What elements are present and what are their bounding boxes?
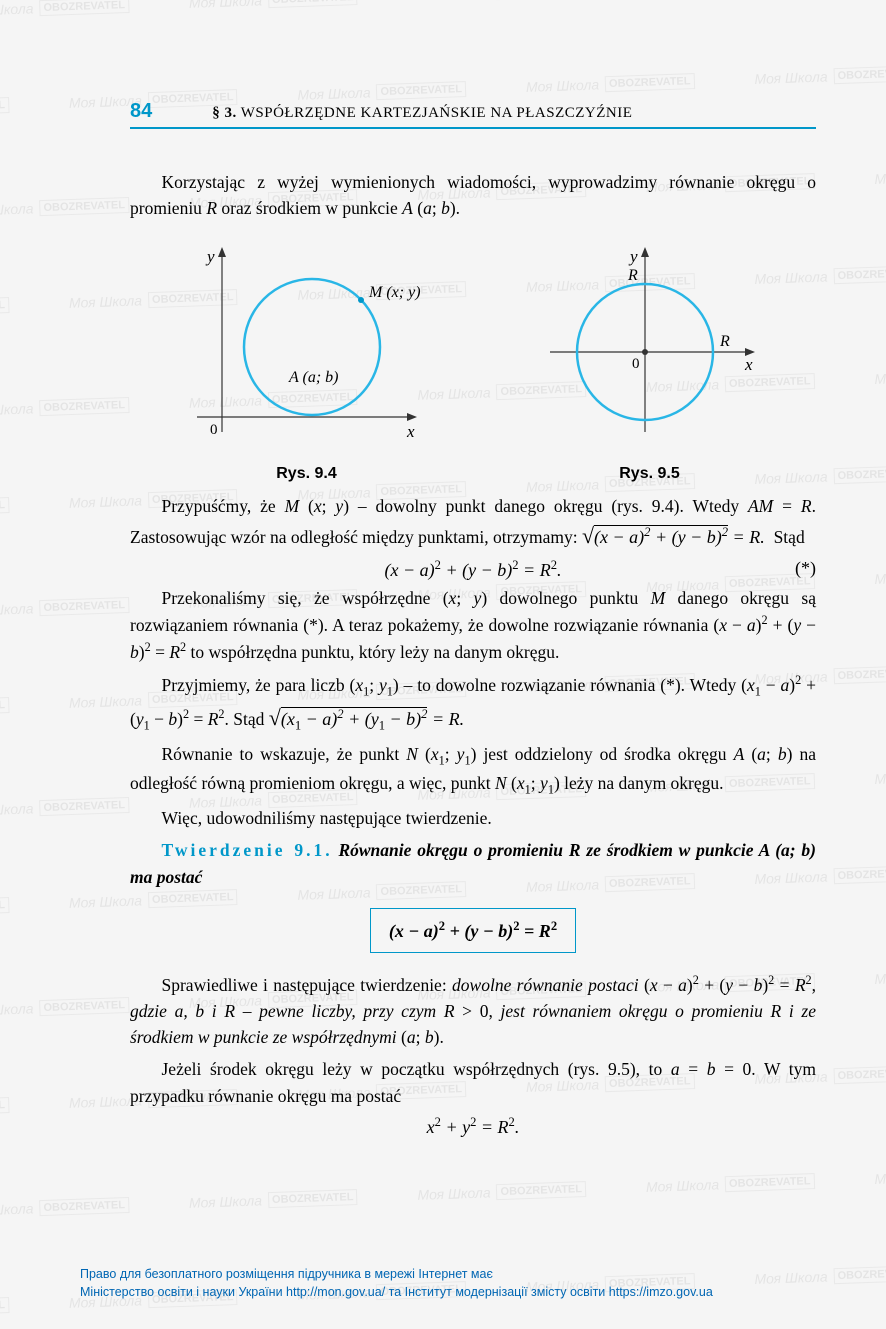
- svg-text:x: x: [744, 355, 753, 374]
- boxed-equation: (x − a)2 + (y − b)2 = R2: [370, 908, 576, 953]
- footer-link-mon[interactable]: http://mon.gov.ua/: [286, 1285, 385, 1299]
- svg-text:x: x: [406, 422, 415, 441]
- figure-9-5: y x 0 R R Rys. 9.5: [530, 242, 770, 483]
- footer-link-imzo[interactable]: https://imzo.gov.ua: [609, 1285, 713, 1299]
- footer-line2b: та Інститут модернізації змісту освіти: [389, 1285, 609, 1299]
- paragraph-assume: Przyjmiemy, że para liczb (x1; y1) – to …: [130, 671, 816, 735]
- svg-text:M (x; y): M (x; y): [368, 284, 421, 301]
- paragraph-indicates: Równanie to wskazuje, że punkt N (x1; y1…: [130, 741, 816, 799]
- svg-text:A (a; b): A (a; b): [288, 369, 338, 386]
- fig-9-5-caption: Rys. 9.5: [530, 465, 770, 483]
- section-title: § 3. WSPÓŁRZĘDNE KARTEZJAŃSKIE NA PŁASZC…: [212, 105, 632, 122]
- paragraph-intro: Korzystając z wyżej wymienionych wiadomo…: [130, 169, 816, 222]
- svg-text:0: 0: [632, 356, 640, 372]
- equation-star: (x − a)2 + (y − b)2 = R2. (*): [130, 558, 816, 581]
- footer-line1: Право для безоплатного розміщення підруч…: [80, 1267, 493, 1281]
- figure-9-4: y x 0 M (x; y) A (a; b) Rys. 9.4: [177, 242, 437, 483]
- theorem-block: Twierdzenie 9.1. Równanie okręgu o promi…: [130, 837, 816, 890]
- footer: Право для безоплатного розміщення підруч…: [80, 1266, 846, 1301]
- fig-9-4-svg: y x 0 M (x; y) A (a; b): [177, 242, 437, 452]
- svg-text:R: R: [627, 267, 638, 284]
- boxed-equation-wrap: (x − a)2 + (y − b)2 = R2: [130, 908, 816, 953]
- paragraph-corollary: Sprawiedliwe i następujące twierdzenie: …: [130, 971, 816, 1051]
- svg-text:y: y: [205, 247, 215, 266]
- page-number: 84: [130, 100, 152, 123]
- svg-text:R: R: [719, 333, 730, 350]
- paragraph-suppose: Przypuśćmy, że M (x; y) – dowolny punkt …: [130, 493, 816, 552]
- paragraph-so: Więc, udowodniliśmy następujące twierdze…: [130, 805, 816, 831]
- figures-row: y x 0 M (x; y) A (a; b) Rys. 9.4 y x 0 R…: [130, 242, 816, 483]
- svg-text:y: y: [628, 247, 638, 266]
- fig-9-4-caption: Rys. 9.4: [177, 465, 437, 483]
- theorem-label: Twierdzenie 9.1.: [162, 840, 333, 860]
- paragraph-convinced: Przekonaliśmy się, że współrzędne (x; y)…: [130, 585, 816, 665]
- paragraph-origin: Jeżeli środek okręgu leży w początku wsp…: [130, 1056, 816, 1109]
- equation-origin: x2 + y2 = R2.: [130, 1115, 816, 1138]
- page-content: 84 § 3. WSPÓŁRZĘDNE KARTEZJAŃSKIE NA PŁA…: [0, 0, 886, 1182]
- fig-9-5-svg: y x 0 R R: [530, 242, 770, 452]
- footer-line2a: Міністерство освіти і науки України: [80, 1285, 286, 1299]
- eq-star-marker: (*): [795, 558, 816, 579]
- page-header: 84 § 3. WSPÓŁRZĘDNE KARTEZJAŃSKIE NA PŁA…: [130, 100, 816, 129]
- svg-text:0: 0: [210, 422, 218, 438]
